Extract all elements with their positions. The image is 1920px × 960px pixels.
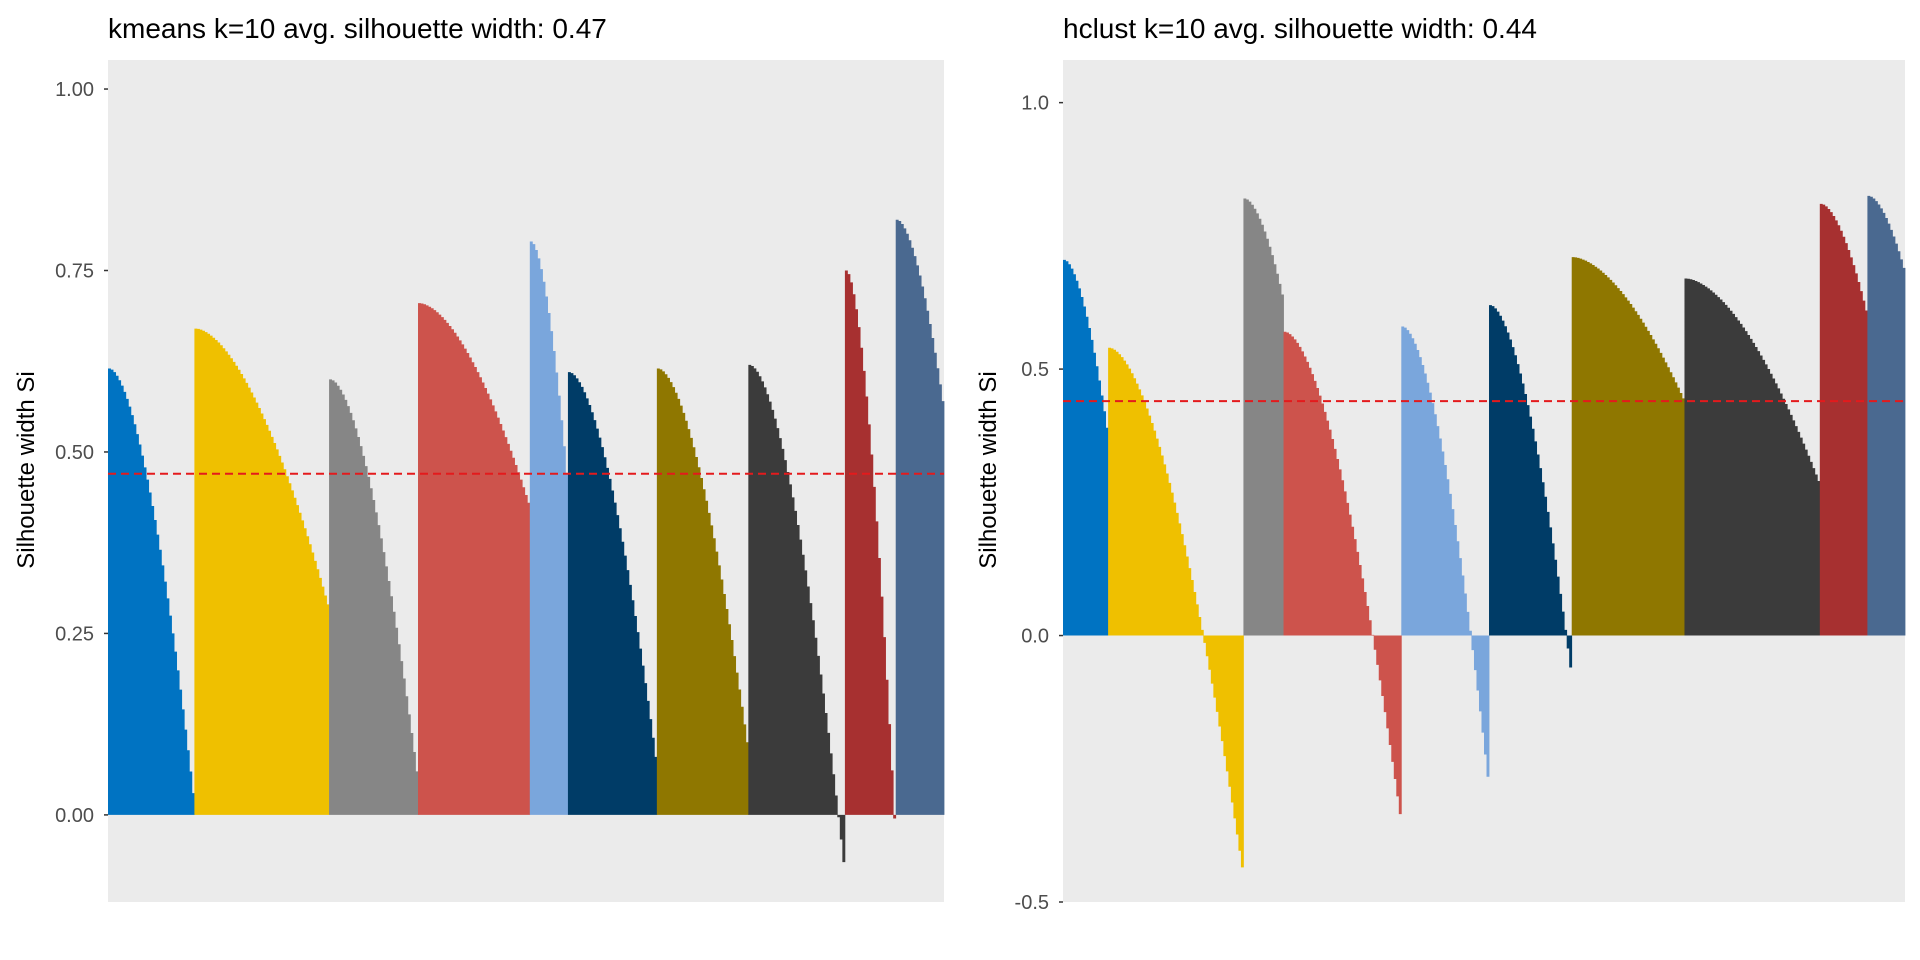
kmeans-bars: [108, 219, 945, 863]
hclust-panel: hclust k=10 avg. silhouette width: 0.44 …: [975, 13, 1906, 914]
kmeans-cluster-2-bars: [194, 328, 330, 815]
kmeans-y-axis-label: Silhouette width Si: [13, 371, 40, 568]
hclust-y-tick-label: -0.5: [1015, 892, 1049, 914]
hclust-y-tick-label: 0.5: [1021, 359, 1049, 381]
kmeans-y-tick-label: 1.00: [55, 79, 94, 101]
hclust-bars: [1063, 195, 1906, 868]
hclust-cluster-8-bars: [1684, 278, 1821, 636]
hclust-cluster-9-bars: [1819, 203, 1868, 636]
kmeans-cluster-8-bars: [748, 364, 846, 863]
kmeans-cluster-7-bars: [656, 368, 749, 815]
hclust-cluster-6-bars: [1489, 305, 1573, 668]
kmeans-y-tick-label: 0.00: [55, 805, 94, 827]
kmeans-y-tick-label: 0.50: [55, 442, 94, 464]
kmeans-cluster-4-bars: [418, 303, 531, 815]
kmeans-cluster-1-bars: [108, 368, 195, 815]
hclust-y-tick-label: 1.0: [1021, 93, 1049, 115]
kmeans-panel: kmeans k=10 avg. silhouette width: 0.47 …: [13, 13, 945, 902]
kmeans-cluster-5-bars: [529, 241, 569, 815]
kmeans-y-ticks: 0.00 0.25 0.50 0.75 1.00: [55, 79, 108, 827]
kmeans-y-tick-label: 0.75: [55, 261, 94, 283]
hclust-y-ticks: -0.5 0.0 0.5 1.0: [1015, 93, 1063, 914]
kmeans-cluster-3-bars: [329, 379, 419, 815]
hclust-cluster-1-bars: [1063, 259, 1109, 636]
hclust-cluster-7-bars: [1571, 257, 1685, 636]
hclust-y-axis-label: Silhouette width Si: [975, 371, 1002, 568]
hclust-cluster-3-bars: [1243, 198, 1284, 636]
hclust-cluster-4-bars: [1283, 331, 1402, 815]
kmeans-cluster-9-bars: [844, 270, 897, 819]
hclust-y-tick-label: 0.0: [1021, 626, 1049, 648]
kmeans-title: kmeans k=10 avg. silhouette width: 0.47: [108, 13, 607, 44]
kmeans-cluster-10-bars: [895, 219, 945, 815]
hclust-cluster-5-bars: [1401, 326, 1490, 777]
hclust-title: hclust k=10 avg. silhouette width: 0.44: [1063, 13, 1537, 44]
kmeans-y-tick-label: 0.25: [55, 623, 94, 645]
hclust-cluster-10-bars: [1867, 195, 1906, 636]
kmeans-cluster-6-bars: [567, 372, 658, 815]
hclust-cluster-2-bars: [1108, 347, 1244, 868]
